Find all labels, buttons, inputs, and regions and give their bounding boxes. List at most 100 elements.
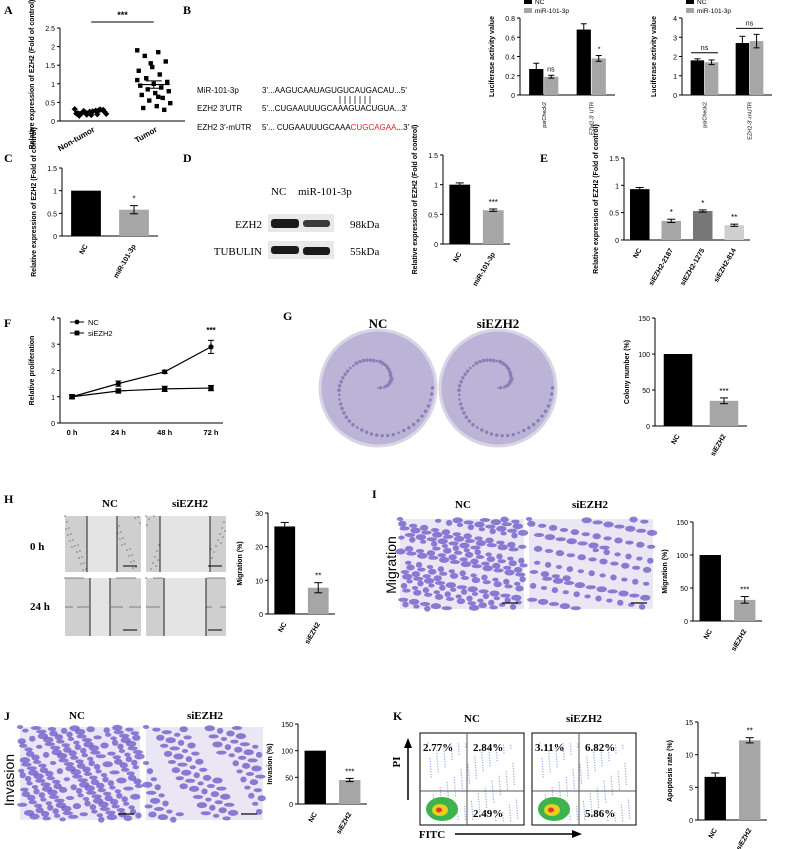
event-dot	[590, 801, 592, 803]
event-dot	[603, 785, 606, 788]
event-dot	[436, 760, 439, 763]
cell-speck	[133, 606, 135, 608]
stained-cell	[529, 582, 537, 589]
stained-cell	[27, 794, 36, 801]
colony	[458, 398, 461, 401]
stained-cell	[595, 595, 602, 602]
event-dot	[579, 769, 582, 771]
event-dot	[556, 761, 558, 763]
event-dot	[460, 769, 462, 771]
stained-cell	[441, 529, 451, 536]
stained-cell	[511, 594, 522, 601]
stained-cell	[98, 816, 105, 823]
stained-cell	[489, 528, 496, 535]
chart-i: 0 50 100 150 Migration (%) NC *** siEZH2	[662, 520, 762, 653]
event-dot	[443, 755, 446, 758]
event-dot	[611, 793, 614, 796]
y-tick-label: 1.5	[609, 156, 619, 163]
scratch-gap	[90, 578, 110, 636]
stained-cell	[205, 797, 212, 802]
column-label: NC	[455, 499, 471, 511]
cell-speck	[213, 577, 215, 579]
y-tick-label: 50	[642, 388, 650, 395]
data-point	[157, 72, 162, 77]
colony	[372, 359, 376, 363]
stained-cell	[413, 576, 424, 581]
cell-speck	[126, 549, 128, 551]
y-tick-label: 1	[615, 183, 619, 190]
data-point	[136, 68, 141, 73]
colony	[426, 404, 430, 407]
colony	[338, 389, 341, 392]
stained-cell	[179, 726, 188, 733]
x-tick-label: NC	[452, 252, 463, 264]
stained-cell	[121, 767, 130, 772]
stained-cell	[177, 762, 188, 767]
y-tick-label: 2	[673, 55, 677, 62]
stained-cell	[102, 776, 109, 783]
cell-speck	[111, 606, 113, 608]
y-tick-label: 0.5	[45, 100, 55, 107]
colony	[349, 366, 352, 370]
event-dot	[542, 768, 544, 770]
stained-cell	[485, 537, 494, 544]
stained-cell	[493, 568, 504, 573]
event-dot	[461, 779, 463, 782]
colony	[369, 432, 374, 436]
stained-cell	[73, 740, 80, 745]
x-tick-label: NC	[79, 244, 90, 256]
stained-cell	[640, 594, 651, 601]
stained-cell	[40, 782, 51, 787]
y-tick-label: 1.5	[45, 63, 55, 70]
colony	[550, 386, 555, 390]
stained-cell	[157, 814, 169, 821]
cell-speck	[126, 577, 128, 579]
row-label: 24 h	[30, 601, 50, 613]
event-dot	[614, 817, 616, 819]
stained-cell	[125, 756, 133, 763]
stained-cell	[80, 747, 87, 754]
stained-cell	[228, 753, 235, 758]
panel-letter-j: J	[4, 709, 10, 723]
event-dot	[450, 748, 452, 750]
data-point	[103, 110, 110, 118]
y-axis-label: Migration (%)	[237, 541, 244, 585]
event-dot	[565, 776, 567, 779]
stained-cell	[588, 542, 599, 549]
stained-cell	[127, 746, 138, 751]
y-tick-label: 1.5	[428, 153, 438, 160]
event-dot	[491, 785, 494, 788]
stained-cell	[146, 768, 154, 775]
colony	[507, 381, 511, 384]
stained-cell	[107, 751, 116, 756]
event-dot	[453, 779, 456, 781]
sequence-name: EZH2 3'-mUTR	[197, 123, 252, 132]
stained-cell	[646, 529, 658, 536]
stained-cell	[400, 582, 408, 589]
event-dot	[446, 787, 449, 789]
stained-cell	[17, 802, 28, 807]
stained-cell	[63, 746, 72, 753]
stained-cell	[241, 762, 251, 769]
colony	[388, 378, 392, 382]
event-dot	[506, 781, 508, 783]
event-dot	[467, 764, 469, 766]
event-dot	[611, 788, 613, 790]
event-dot	[458, 748, 460, 750]
stained-cell	[26, 766, 37, 771]
stained-cell	[230, 739, 239, 744]
event-dot	[549, 771, 551, 773]
event-dot	[517, 817, 519, 820]
x-tick-label: EZH2-3' UTR	[589, 102, 595, 135]
column-label: NC	[464, 713, 480, 725]
event-dot	[509, 809, 511, 812]
stained-cell	[96, 782, 105, 789]
stained-cell	[603, 536, 612, 541]
stained-cell	[24, 747, 33, 752]
y-tick-label: 0	[673, 93, 677, 100]
stained-cell	[423, 577, 435, 584]
event-dot	[551, 792, 554, 794]
bar-nc	[704, 776, 726, 820]
event-dot	[600, 749, 602, 751]
y-tick-label: 0	[51, 421, 55, 428]
